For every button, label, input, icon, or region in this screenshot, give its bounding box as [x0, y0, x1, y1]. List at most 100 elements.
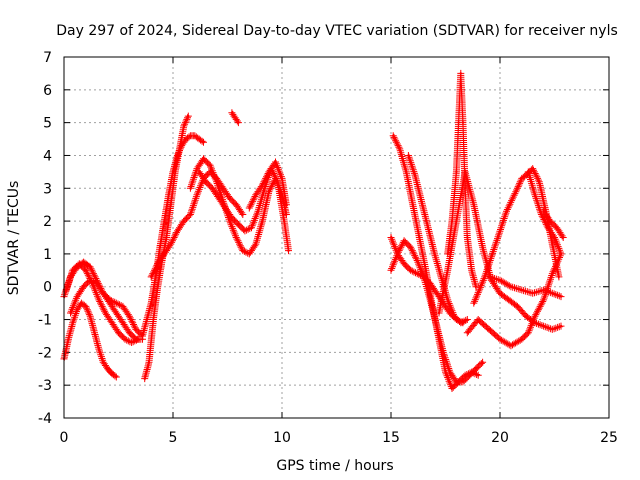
data-point	[559, 295, 563, 298]
data-points	[60, 69, 567, 392]
data-point	[505, 210, 508, 213]
data-point	[97, 347, 101, 351]
data-point	[176, 154, 179, 157]
data-point	[241, 213, 244, 216]
data-point	[459, 321, 462, 325]
data-point	[104, 311, 107, 315]
data-point	[80, 301, 83, 305]
data-point	[237, 223, 240, 226]
data-point	[197, 170, 201, 174]
data-point	[483, 275, 486, 279]
data-point	[235, 118, 238, 121]
data-point	[274, 160, 277, 164]
data-point	[276, 180, 279, 183]
data-point	[487, 328, 491, 331]
data-point	[230, 111, 234, 114]
data-point	[215, 180, 218, 183]
data-point	[524, 315, 528, 318]
data-point	[71, 269, 74, 272]
x-tick-label: 25	[600, 430, 618, 446]
data-point	[187, 114, 190, 118]
data-point	[396, 252, 399, 256]
series-markers	[60, 299, 120, 381]
data-point	[538, 180, 541, 183]
data-point	[389, 236, 393, 239]
series-trace-17	[435, 168, 565, 333]
data-point	[391, 134, 395, 137]
y-tick-label: 7	[43, 50, 52, 66]
series-trace-6	[139, 132, 207, 340]
data-point	[163, 219, 166, 223]
data-point	[433, 252, 436, 256]
data-point	[267, 170, 271, 174]
data-point	[461, 121, 465, 124]
y-tick-label: -3	[38, 378, 52, 394]
data-point	[184, 137, 188, 141]
series-trace-9	[195, 165, 292, 255]
data-point	[232, 114, 236, 118]
data-point	[169, 242, 173, 246]
data-point	[145, 318, 149, 321]
series-trace-21	[524, 168, 565, 258]
data-point	[466, 318, 469, 321]
y-axis-label: SDTVAR / TECUs	[6, 181, 22, 296]
data-point	[455, 219, 458, 223]
data-point	[531, 167, 534, 170]
data-point	[134, 328, 138, 331]
data-point	[527, 331, 530, 334]
data-point	[193, 134, 196, 137]
data-point	[553, 236, 556, 239]
data-point	[217, 196, 220, 200]
data-point	[494, 242, 497, 246]
data-point	[415, 272, 419, 275]
x-tick-label: 20	[491, 430, 509, 446]
data-point	[540, 213, 543, 216]
data-point	[75, 308, 79, 311]
data-point	[282, 219, 286, 223]
data-point	[498, 278, 502, 282]
data-point	[152, 318, 155, 321]
data-point	[474, 367, 478, 370]
data-point	[108, 298, 111, 302]
data-point	[82, 285, 85, 288]
data-point	[468, 374, 471, 377]
y-tick-label: 6	[43, 83, 52, 99]
data-point	[418, 236, 421, 239]
data-point	[154, 275, 157, 279]
data-point	[165, 236, 168, 239]
data-point	[455, 170, 458, 174]
data-point	[426, 226, 430, 229]
data-point	[520, 177, 523, 180]
series-markers	[228, 109, 242, 127]
data-point	[548, 219, 552, 223]
data-point	[437, 311, 441, 315]
series-trace-13	[389, 132, 482, 392]
data-point	[413, 173, 417, 177]
y-tick-label: -4	[38, 411, 52, 427]
data-point	[509, 344, 513, 347]
data-point	[409, 269, 412, 272]
series-trace-2	[60, 299, 120, 381]
data-point	[189, 134, 192, 137]
x-tick-label: 5	[169, 430, 178, 446]
data-point	[459, 72, 462, 75]
data-point	[453, 315, 456, 318]
data-point	[551, 272, 554, 275]
data-point	[167, 193, 170, 197]
data-point	[182, 219, 186, 223]
data-point	[557, 275, 561, 279]
y-tick-label: 5	[43, 116, 52, 132]
data-point	[128, 315, 131, 318]
data-point	[439, 275, 443, 279]
data-point	[389, 269, 393, 272]
data-point	[498, 292, 502, 295]
data-point	[398, 147, 401, 151]
data-point	[123, 338, 127, 341]
data-point	[263, 187, 266, 190]
data-point	[88, 315, 92, 318]
data-point	[221, 187, 225, 190]
data-point	[208, 164, 212, 167]
y-tick-label: 0	[43, 280, 52, 296]
data-point	[446, 298, 449, 302]
